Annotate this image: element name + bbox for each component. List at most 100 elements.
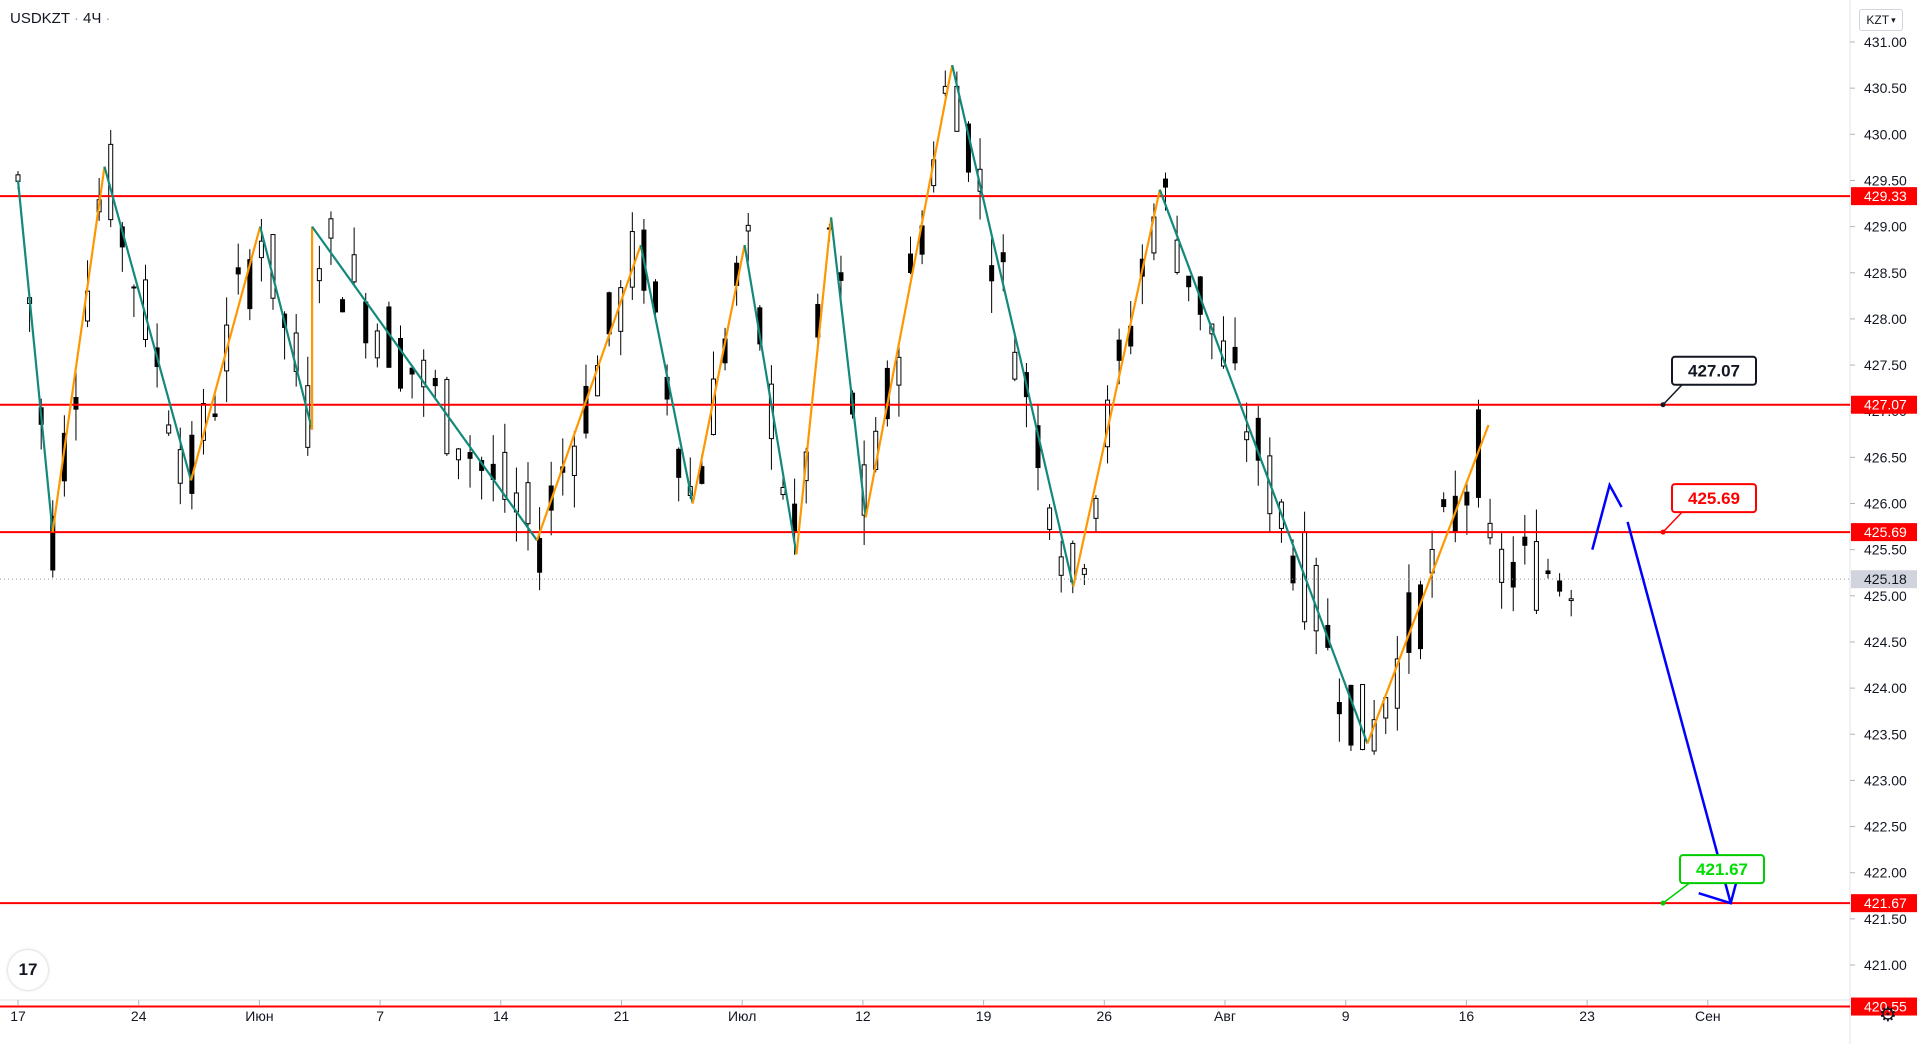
candle-body [1406, 592, 1412, 653]
candle-body [177, 449, 183, 484]
y-tick-label: 426.00 [1864, 496, 1907, 512]
zigzag-segment [951, 64, 1075, 587]
candle-body [1557, 580, 1563, 592]
currency-label: KZT [1866, 13, 1890, 27]
candle-body [1186, 275, 1192, 288]
last-price-label: 425.18 [1864, 571, 1907, 587]
level-price-label: 427.07 [1864, 397, 1907, 413]
y-tick-label: 427.50 [1864, 357, 1907, 373]
zigzag-segment [311, 225, 538, 542]
zigzag-segment [16, 180, 54, 533]
candle-body [618, 287, 624, 332]
candle-body [316, 268, 322, 282]
zigzag-segment [1158, 189, 1369, 744]
candle-body [200, 402, 206, 441]
zigzag-segment [795, 217, 833, 555]
forecast-down-line[interactable] [1626, 521, 1732, 904]
x-tick-label: Авг [1214, 1008, 1236, 1024]
tradingview-logo-icon[interactable]: 17 [8, 950, 48, 990]
callout-label: 427.07 [1688, 362, 1740, 381]
x-tick-label: Сен [1695, 1008, 1721, 1024]
candle-body [270, 234, 276, 299]
forecast-up-arrow[interactable] [1591, 481, 1623, 550]
x-tick-label: 16 [1459, 1008, 1475, 1024]
candle-body [537, 538, 543, 573]
callout-box[interactable] [1671, 483, 1757, 514]
candle-body [15, 174, 21, 182]
level-price-tag [1851, 894, 1917, 913]
interval-label[interactable]: 4Ч [83, 10, 102, 27]
level-price-tag [1851, 187, 1917, 206]
level-price-label: 429.33 [1864, 188, 1907, 204]
candle-body [1116, 339, 1122, 361]
y-tick-label: 425.00 [1864, 588, 1907, 604]
y-tick-label: 424.00 [1864, 680, 1907, 696]
candle-body [896, 356, 902, 386]
chart-title: USDKZT · 4Ч · [10, 10, 114, 27]
candle-body [1058, 556, 1064, 576]
y-tick-label: 430.50 [1864, 80, 1907, 96]
level-price-label: 420.55 [1864, 999, 1907, 1015]
zigzag-segment [1072, 189, 1161, 587]
candle-body [629, 231, 635, 288]
y-tick-label: 421.50 [1864, 911, 1907, 927]
candle-body [340, 299, 346, 313]
symbol-label[interactable]: USDKZT [10, 10, 70, 27]
y-tick-label: 428.00 [1864, 311, 1907, 327]
candle-body [189, 434, 195, 494]
candle-body [455, 448, 461, 461]
candle-body [1533, 541, 1539, 611]
callout-pointer [1662, 880, 1693, 904]
callout-label: 425.69 [1688, 489, 1740, 508]
candle-body [699, 466, 705, 484]
candle-body [1000, 252, 1006, 263]
candle-body [235, 267, 241, 275]
candle-body [1232, 346, 1238, 364]
candle-body [1163, 178, 1169, 188]
currency-button[interactable]: KZT ▾ [1859, 9, 1903, 31]
level-price-tag [1851, 997, 1917, 1016]
level-price-label: 425.69 [1864, 524, 1907, 540]
y-tick-label: 425.50 [1864, 542, 1907, 558]
zigzag-segment [189, 226, 262, 481]
candle-body [398, 338, 404, 389]
candle-body [1012, 351, 1018, 380]
callout-box[interactable] [1679, 854, 1765, 885]
candle-body [1545, 570, 1551, 575]
candle-body [166, 424, 172, 434]
x-tick-label: 21 [614, 1008, 630, 1024]
candle-body [838, 272, 844, 281]
callout-box[interactable] [1671, 355, 1757, 386]
candle-body [1568, 598, 1574, 602]
y-tick-label: 422.50 [1864, 819, 1907, 835]
x-tick-label: 24 [131, 1008, 147, 1024]
x-tick-label: 23 [1579, 1008, 1595, 1024]
candle-body [908, 253, 914, 274]
gear-icon[interactable]: ⚙ [1879, 1004, 1897, 1026]
candle-body [1487, 522, 1493, 539]
callout-pointer [1662, 382, 1685, 406]
candle-body [258, 240, 264, 259]
y-tick-label: 429.50 [1864, 172, 1907, 188]
candle-body [525, 482, 531, 525]
x-tick-label: 26 [1097, 1008, 1113, 1024]
zigzag-segment [1366, 424, 1490, 744]
candle-body [1174, 239, 1180, 273]
y-tick-label: 429.00 [1864, 219, 1907, 235]
candle-body [792, 503, 798, 533]
level-price-tag [1851, 395, 1917, 414]
candle-body [1313, 564, 1319, 632]
y-tick-label: 426.50 [1864, 449, 1907, 465]
chevron-down-icon: ▾ [1891, 14, 1896, 25]
candle-body [421, 359, 427, 388]
candle-body [1244, 431, 1250, 441]
candle-body [571, 445, 577, 476]
candle-body [1499, 548, 1505, 583]
candle-body [328, 218, 334, 239]
y-tick-label: 422.00 [1864, 865, 1907, 881]
candle-body [1290, 555, 1296, 584]
candle-body [1360, 684, 1366, 751]
callout-pointer [1662, 509, 1685, 533]
candle-body [50, 515, 56, 571]
